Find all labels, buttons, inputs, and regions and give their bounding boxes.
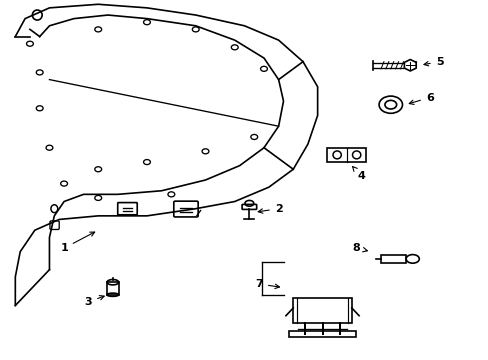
Text: 6: 6 xyxy=(408,93,433,104)
Text: 4: 4 xyxy=(352,166,365,181)
Text: 3: 3 xyxy=(84,296,104,307)
Text: 5: 5 xyxy=(423,57,443,67)
Text: 2: 2 xyxy=(258,204,282,214)
Text: 8: 8 xyxy=(352,243,366,253)
Text: 1: 1 xyxy=(60,232,95,253)
Bar xyxy=(289,331,355,337)
Bar xyxy=(107,282,119,295)
Text: 7: 7 xyxy=(255,279,279,289)
Bar xyxy=(293,298,351,323)
Bar xyxy=(380,255,406,263)
Bar xyxy=(327,148,366,162)
